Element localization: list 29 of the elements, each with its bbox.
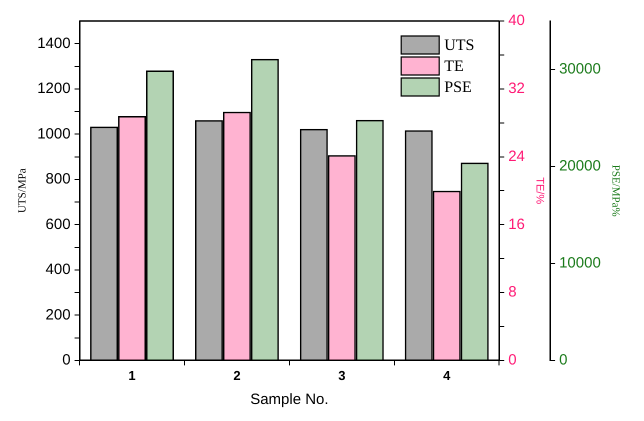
y3-tick-label: 20000 xyxy=(559,158,601,175)
y2-tick-label: 24 xyxy=(508,148,525,165)
legend-label: UTS xyxy=(444,37,474,54)
y-tick-label: 1000 xyxy=(37,125,71,142)
y-tick-label: 400 xyxy=(46,261,71,278)
y-tick-label: 1200 xyxy=(37,80,71,98)
y-tick-label: 600 xyxy=(46,216,71,233)
x-tick-label: 3 xyxy=(338,368,346,383)
y-tick-label: 1400 xyxy=(37,34,71,52)
y2-tick-label: 8 xyxy=(508,284,517,301)
y-tick-label: 0 xyxy=(62,352,71,369)
x-tick-label: 2 xyxy=(233,368,241,383)
y2-tick-label: 16 xyxy=(508,216,525,233)
y3-axis-title: PSE/MPa% xyxy=(610,164,622,217)
y-axis-title: UTS/MPa xyxy=(16,168,28,214)
legend-label: PSE xyxy=(444,79,472,96)
x-axis-title: Sample No. xyxy=(250,391,329,408)
y-tick-label: 200 xyxy=(46,306,71,324)
y3-tick-label: 30000 xyxy=(559,60,601,78)
x-tick-label: 4 xyxy=(443,368,452,383)
y2-axis-title: TE/% xyxy=(533,177,546,204)
legend-label: TE xyxy=(444,58,464,76)
y3-tick-label: 10000 xyxy=(559,254,601,272)
y2-tick-label: 32 xyxy=(508,80,525,98)
x-tick-label: 1 xyxy=(128,368,136,383)
y2-tick-label: 40 xyxy=(508,12,525,30)
y3-tick-label: 0 xyxy=(559,352,568,369)
y-tick-label: 800 xyxy=(46,170,71,188)
y2-tick-label: 0 xyxy=(508,352,517,369)
